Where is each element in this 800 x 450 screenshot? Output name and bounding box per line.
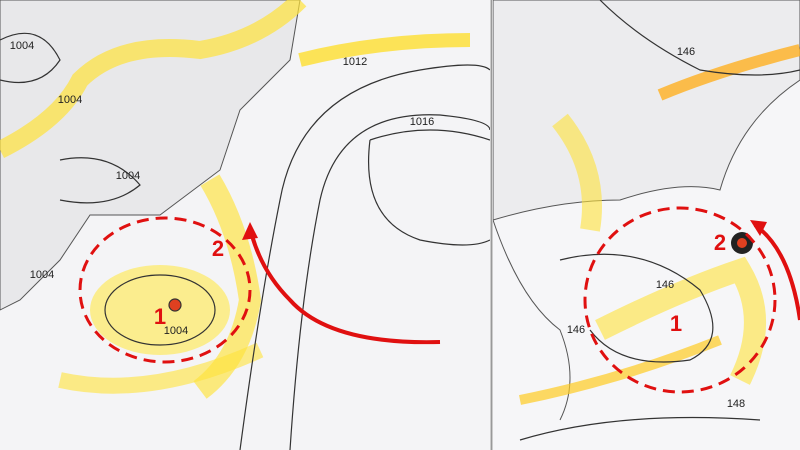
contour-label: 146 <box>567 324 585 336</box>
contour-label: 146 <box>677 46 695 58</box>
storm-marker: 1 <box>154 304 166 329</box>
contour-label: 1004 <box>116 170 140 182</box>
contour-label: 1004 <box>10 40 34 52</box>
contour-label: 1004 <box>30 269 54 281</box>
storm-marker: 2 <box>212 236 224 261</box>
contour-label: 146 <box>656 279 674 291</box>
right-map <box>493 0 800 450</box>
contour-label: 1012 <box>343 56 367 68</box>
contour-label: 1004 <box>164 325 188 337</box>
labels: 1004 1004 1004 1004 1004 1012 1016 1 2 146 146 146 1… <box>10 40 745 410</box>
left-map <box>0 0 490 450</box>
storm-marker: 2 <box>714 230 726 255</box>
contour-label: 1004 <box>58 94 82 106</box>
contour-label: 148 <box>727 398 745 410</box>
storm-marker: 1 <box>670 311 682 336</box>
contour-label: 1016 <box>410 116 434 128</box>
